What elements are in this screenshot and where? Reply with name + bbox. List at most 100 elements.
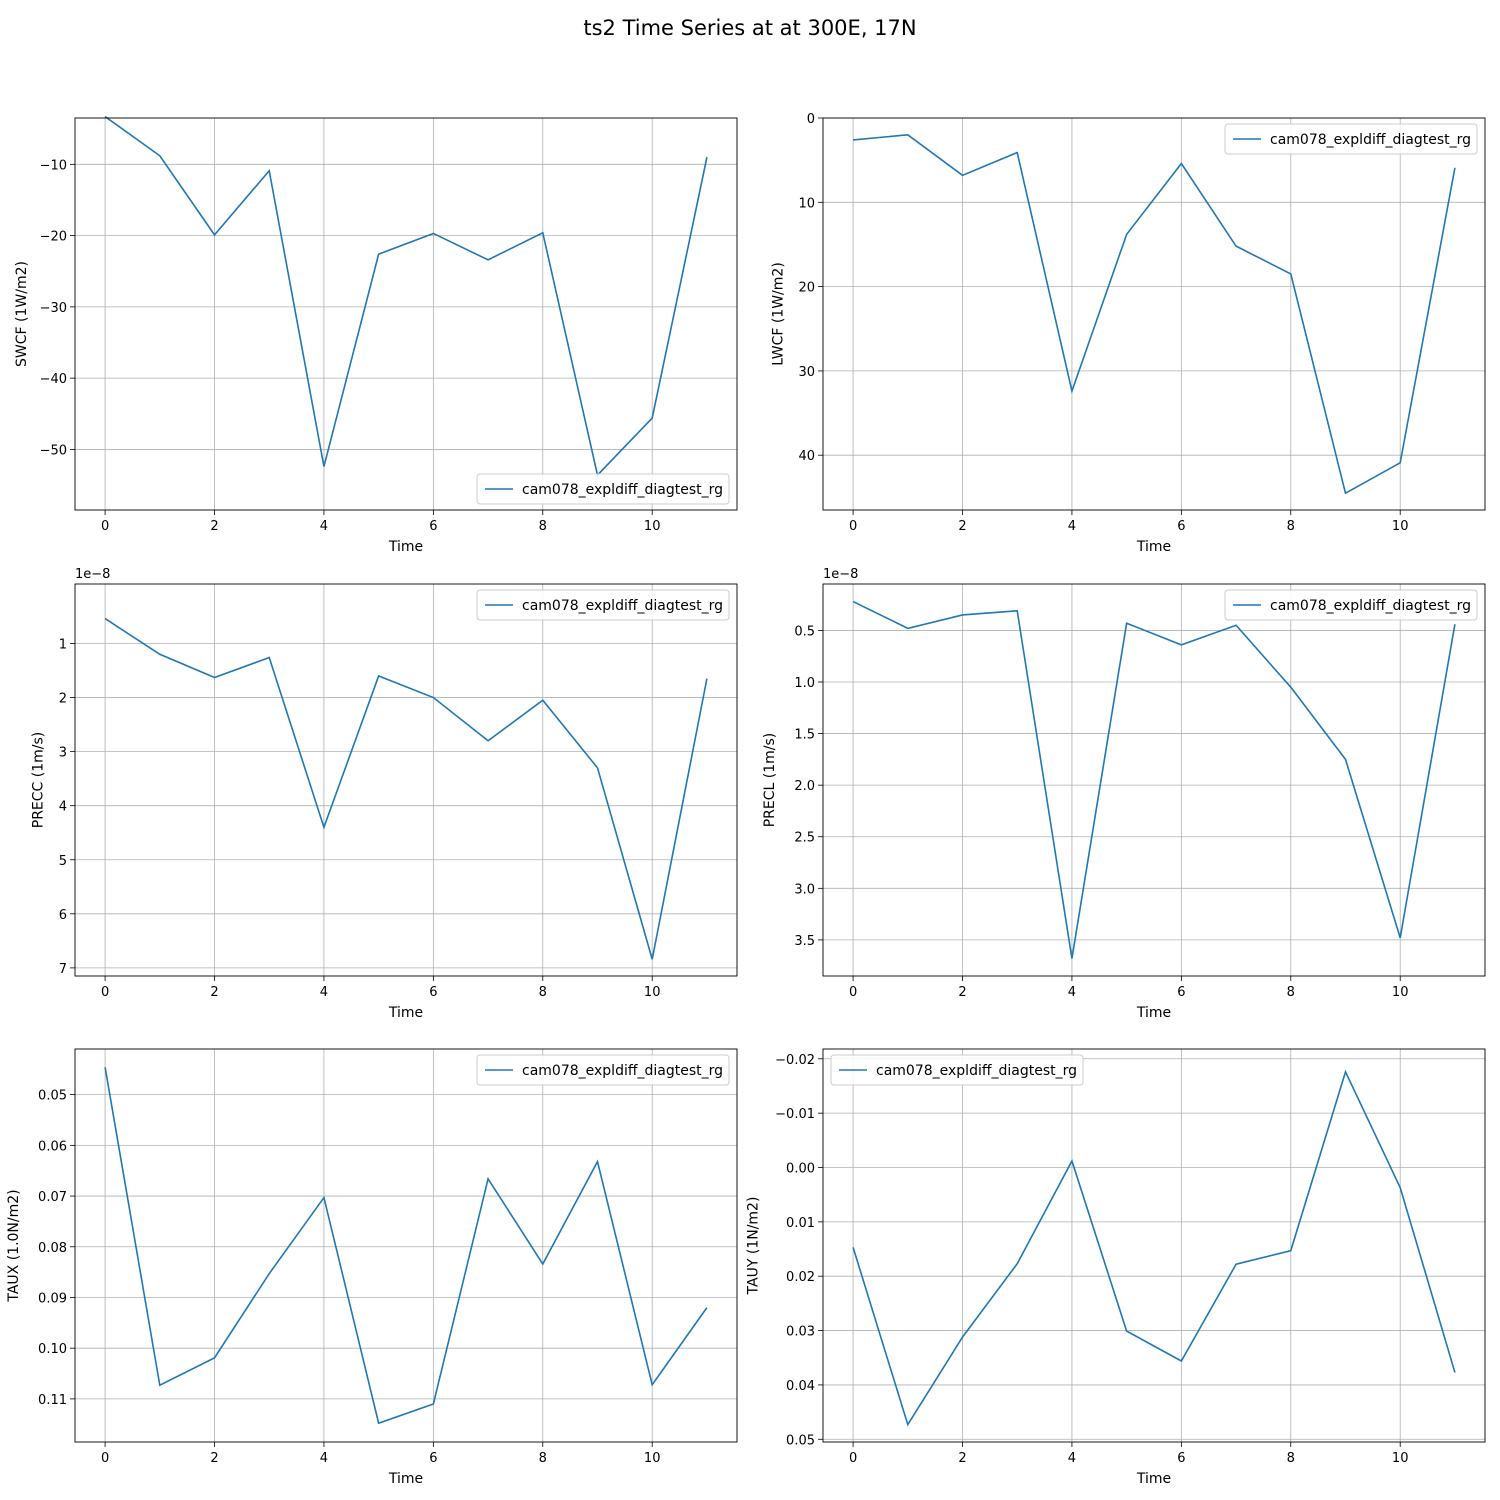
series-line [104, 617, 708, 960]
legend: cam078_expldiff_diagtest_rg [476, 1054, 730, 1086]
y-tick-label: 0.05 [786, 1433, 815, 1448]
x-tick-label: 10 [644, 1451, 661, 1466]
subplot-5: 0 2 4 6 8 10 0.05 0.06 0.07 0.08 0.09 0.10 0.11 Time T… [6, 1048, 738, 1487]
y-tick-label: 2.5 [794, 831, 815, 846]
x-tick-label: 10 [1392, 1451, 1409, 1466]
axes-frame [822, 117, 1486, 511]
y-tick-label: −10 [40, 158, 67, 173]
x-tick-label: 2 [958, 519, 966, 534]
y-tick-label: 0.09 [38, 1291, 67, 1306]
x-tick-label: 0 [101, 1451, 109, 1466]
legend-box [476, 1054, 730, 1086]
y-tick-label: 1.0 [794, 676, 815, 691]
y-axis-label: LWCF (1W/m2) [770, 262, 786, 366]
x-tick-label: 2 [958, 1451, 966, 1466]
y-tick-label: −0.02 [775, 1053, 815, 1068]
x-tick-label: 6 [429, 985, 437, 1000]
y-tick-label: 0.01 [786, 1216, 815, 1231]
series-line [104, 1067, 708, 1425]
series-line [852, 1069, 1456, 1427]
series-line [853, 134, 1456, 495]
legend: cam078_expldiff_diagtest_rg [476, 589, 730, 621]
x-axis-label: Time [1136, 1471, 1171, 1487]
y-axis-label: PRECL (1m/s) [762, 733, 778, 828]
y-offset-label: 1e−8 [823, 567, 858, 582]
y-tick-label: 0.11 [38, 1393, 67, 1408]
y-tick-label: 10 [798, 196, 815, 211]
y-tick-label: 0.5 [794, 624, 815, 639]
series-line [104, 115, 708, 477]
y-tick-label: 3 [59, 746, 67, 761]
x-axis-label: Time [388, 539, 423, 555]
subplot-6: 0 2 4 6 8 10 −0.02 −0.01 0.00 0.01 0.02 0.03 0.04 0.0… [746, 1048, 1486, 1487]
x-tick-label: 4 [1068, 985, 1076, 1000]
y-tick-label: 5 [59, 854, 67, 869]
x-tick-label: 4 [1068, 1451, 1076, 1466]
subplot-4: 0 2 4 6 8 10 0.5 1.0 1.5 2.0 2.5 3.0 3.5 Time PRECL (1… [762, 567, 1486, 1021]
axes-frame [74, 1048, 738, 1443]
y-tick-label: 7 [59, 962, 67, 977]
x-tick-label: 6 [429, 1451, 437, 1466]
x-tick-label: 8 [1287, 1451, 1295, 1466]
legend-label: cam078_expldiff_diagtest_rg [1270, 132, 1471, 148]
legend: cam078_expldiff_diagtest_rg [476, 473, 730, 505]
legend-box [1224, 589, 1478, 621]
legend-label: cam078_expldiff_diagtest_rg [522, 598, 723, 614]
subplot-2: 0 2 4 6 8 10 0 10 20 30 40 Time LWCF (1W/m2) cam078_e… [770, 112, 1486, 555]
y-tick-label: 6 [59, 908, 67, 923]
axes-frame [822, 583, 1486, 977]
x-tick-label: 8 [1287, 519, 1295, 534]
y-axis-label: TAUY (1N/m2) [746, 1197, 762, 1296]
y-tick-label: 3.0 [794, 882, 815, 897]
y-axis-label: PRECC (1m/s) [31, 732, 47, 829]
x-tick-label: 2 [210, 985, 218, 1000]
y-tick-label: 2 [59, 692, 67, 707]
axes-frame [74, 117, 738, 511]
y-tick-label: −50 [40, 443, 67, 458]
y-tick-label: 4 [59, 800, 67, 815]
legend-box [830, 1054, 1084, 1086]
x-tick-label: 4 [320, 519, 328, 534]
axes-frame [74, 583, 738, 977]
y-offset-label: 1e−8 [75, 567, 110, 582]
y-tick-label: 0.10 [38, 1342, 67, 1357]
x-tick-label: 0 [849, 985, 857, 1000]
x-tick-label: 10 [644, 985, 661, 1000]
y-tick-label: 0.04 [786, 1379, 815, 1394]
y-tick-label: 2.0 [794, 779, 815, 794]
x-tick-label: 6 [429, 519, 437, 534]
x-tick-label: 4 [1068, 519, 1076, 534]
subplot-1: 0 2 4 6 8 10 −10 −20 −30 −40 −50 Time SWCF (1W/m2) ca… [14, 115, 738, 555]
x-axis-label: Time [1136, 1005, 1171, 1021]
y-tick-label: −20 [40, 230, 67, 245]
y-tick-label: 30 [798, 365, 815, 380]
x-tick-label: 2 [210, 1451, 218, 1466]
x-tick-label: 6 [1177, 1451, 1185, 1466]
y-tick-label: 0.03 [786, 1325, 815, 1340]
legend-box [1224, 123, 1478, 155]
y-tick-label: 0.07 [38, 1190, 67, 1205]
legend: cam078_expldiff_diagtest_rg [1224, 589, 1478, 621]
x-axis-label: Time [388, 1471, 423, 1487]
x-tick-label: 10 [644, 519, 661, 534]
x-tick-label: 8 [539, 519, 547, 534]
legend-label: cam078_expldiff_diagtest_rg [522, 1063, 723, 1079]
series-line [852, 600, 1456, 959]
y-tick-label: 20 [798, 281, 815, 296]
x-tick-label: 10 [1392, 985, 1409, 1000]
x-tick-label: 4 [320, 1451, 328, 1466]
x-tick-label: 8 [539, 1451, 547, 1466]
y-tick-label: 1 [59, 637, 67, 652]
legend-box [476, 473, 730, 505]
y-tick-label: 0.02 [786, 1270, 815, 1285]
legend-label: cam078_expldiff_diagtest_rg [1270, 598, 1471, 614]
x-tick-label: 8 [539, 985, 547, 1000]
axes-frame [822, 1048, 1486, 1443]
y-axis-label: SWCF (1W/m2) [14, 261, 30, 367]
legend-label: cam078_expldiff_diagtest_rg [876, 1063, 1077, 1079]
x-tick-label: 0 [101, 519, 109, 534]
y-tick-label: 1.5 [794, 728, 815, 743]
y-tick-label: 0 [807, 112, 815, 127]
